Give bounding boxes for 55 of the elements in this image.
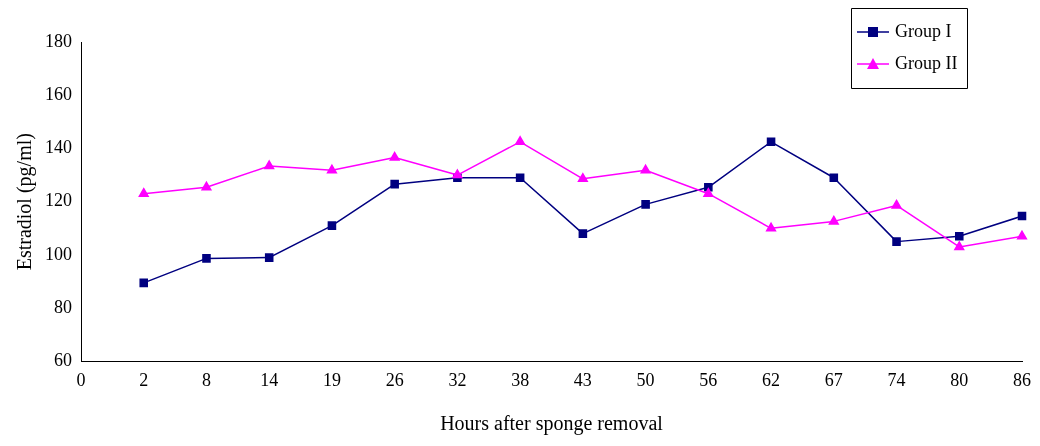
point	[766, 137, 776, 147]
point	[1017, 211, 1027, 221]
y-tick-label: 140	[45, 137, 72, 158]
point	[390, 179, 399, 189]
point	[641, 200, 650, 209]
legend-label: Group I	[895, 20, 952, 41]
point	[954, 232, 964, 241]
point	[891, 199, 902, 209]
x-tick-label: 67	[824, 369, 843, 390]
x-tick-label: 26	[385, 369, 404, 390]
point	[327, 221, 337, 230]
point	[577, 173, 588, 183]
point	[326, 164, 338, 174]
point	[578, 229, 588, 238]
point	[829, 173, 839, 183]
y-tick-label: 80	[54, 296, 72, 317]
point	[389, 151, 400, 161]
point	[1016, 230, 1028, 240]
point	[201, 181, 212, 191]
point	[765, 222, 777, 232]
x-tick-label: 74	[887, 369, 906, 390]
point	[640, 164, 651, 174]
point	[892, 237, 901, 246]
point	[264, 160, 275, 170]
point	[954, 241, 965, 251]
x-tick-label: 0	[76, 369, 86, 390]
point	[515, 136, 526, 146]
point	[138, 187, 149, 197]
x-tick-label: 32	[448, 369, 467, 390]
x-tick-label: 8	[201, 369, 211, 390]
x-tick-label: 62	[762, 369, 781, 390]
x-tick-label: 19	[322, 369, 341, 390]
y-tick-label: 60	[54, 350, 72, 371]
point	[139, 278, 149, 288]
x-tick-label: 56	[699, 369, 718, 390]
point	[703, 187, 714, 197]
point	[828, 215, 839, 225]
point	[515, 173, 525, 183]
y-tick-label: 180	[45, 30, 72, 51]
point	[264, 253, 274, 262]
x-axis-title: Hours after sponge removal	[440, 412, 664, 436]
x-tick-label: 14	[260, 369, 279, 390]
point	[452, 169, 463, 179]
x-tick-label: 43	[573, 369, 592, 390]
y-tick-label: 100	[45, 243, 72, 264]
y-axis-title: Estradiol (pg/ml)	[13, 133, 37, 271]
x-tick-label: 86	[1013, 369, 1031, 390]
legend-label: Group II	[895, 52, 958, 73]
y-tick-label: 160	[45, 83, 72, 104]
x-tick-label: 38	[511, 369, 530, 390]
x-tick-label: 80	[950, 369, 969, 390]
x-tick-label: 2	[139, 369, 149, 390]
point	[202, 254, 211, 263]
y-tick-label: 120	[45, 190, 72, 211]
x-tick-label: 50	[636, 369, 655, 390]
